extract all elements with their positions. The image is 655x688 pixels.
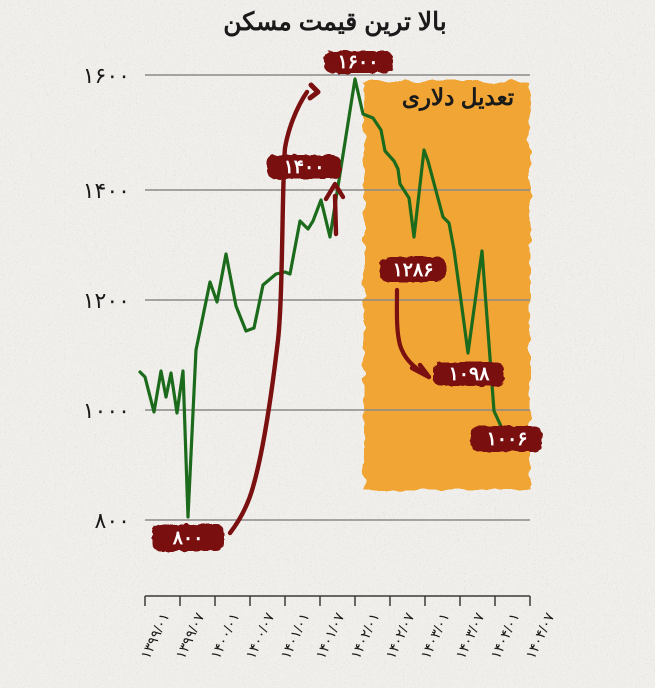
svg-text:۸۰۰: ۸۰۰ xyxy=(95,508,130,533)
svg-text:۱۶۰۰: ۱۶۰۰ xyxy=(338,52,379,73)
svg-text:۱۲۸۶: ۱۲۸۶ xyxy=(393,260,434,281)
svg-text:تعدیل دلاری: تعدیل دلاری xyxy=(402,84,515,112)
svg-text:۸۰۰: ۸۰۰ xyxy=(172,528,204,549)
svg-text:۱۰۰۶: ۱۰۰۶ xyxy=(487,429,528,450)
svg-text:۱۶۰۰: ۱۶۰۰ xyxy=(83,63,130,88)
svg-text:۱۴۰۰: ۱۴۰۰ xyxy=(83,178,130,203)
svg-text:۱۰۰۰: ۱۰۰۰ xyxy=(83,398,130,423)
svg-text:۱۴۰۰: ۱۴۰۰ xyxy=(284,157,325,178)
svg-text:۱۰۹۸: ۱۰۹۸ xyxy=(449,364,491,385)
svg-text:بالا ترین قیمت مسکن: بالا ترین قیمت مسکن xyxy=(223,8,446,37)
svg-text:۱۲۰۰: ۱۲۰۰ xyxy=(83,288,130,313)
